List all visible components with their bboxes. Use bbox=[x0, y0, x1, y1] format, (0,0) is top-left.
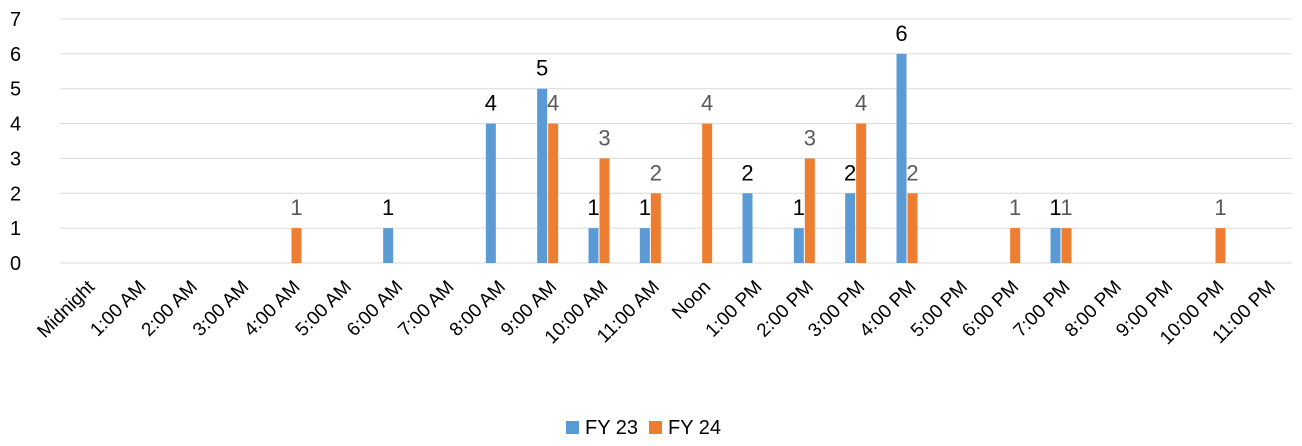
bar-fy-24 bbox=[1061, 228, 1072, 263]
legend-label: FY 23 bbox=[585, 417, 638, 439]
y-tick-label: 6 bbox=[10, 44, 21, 66]
data-label: 1 bbox=[1049, 195, 1061, 220]
gridlines bbox=[60, 18, 1292, 264]
y-tick-label: 1 bbox=[10, 218, 21, 240]
data-label: 3 bbox=[804, 125, 816, 150]
data-label: 1 bbox=[1009, 195, 1021, 220]
data-label: 4 bbox=[547, 91, 559, 116]
y-tick-label: 7 bbox=[10, 9, 21, 31]
x-tick-label: 3:00 AM bbox=[189, 277, 253, 341]
bar-fy-23 bbox=[485, 123, 496, 263]
legend-label: FY 24 bbox=[668, 417, 721, 439]
data-label: 1 bbox=[1060, 195, 1072, 220]
bar-fy-24 bbox=[650, 193, 661, 263]
y-tick-label: 4 bbox=[10, 114, 21, 136]
data-label: 2 bbox=[844, 160, 856, 185]
data-label: 4 bbox=[855, 91, 867, 116]
data-label: 5 bbox=[536, 56, 548, 81]
data-label: 6 bbox=[895, 21, 907, 46]
data-label: 2 bbox=[906, 160, 918, 185]
bar-fy-23 bbox=[639, 228, 650, 263]
bar-fy-24 bbox=[1010, 228, 1021, 263]
bar-fy-23 bbox=[383, 228, 394, 263]
y-tick-label: 3 bbox=[10, 148, 21, 170]
x-tick-label: Midnight bbox=[34, 276, 100, 342]
y-tick-label: 0 bbox=[10, 253, 21, 275]
bar-fy-24 bbox=[702, 123, 713, 263]
bar-fy-23 bbox=[588, 228, 599, 263]
legend-swatch bbox=[649, 421, 662, 434]
bar-fy-23 bbox=[537, 88, 548, 263]
x-tick-label: 4:00 AM bbox=[240, 277, 304, 341]
bar-fy-24 bbox=[548, 123, 559, 263]
bar-fy-24 bbox=[1215, 228, 1226, 263]
bar-fy-23 bbox=[1050, 228, 1061, 263]
bar-fy-23 bbox=[793, 228, 804, 263]
data-label: 4 bbox=[485, 91, 497, 116]
bar-fy-24 bbox=[804, 158, 815, 263]
x-tick-label: 5:00 AM bbox=[292, 277, 356, 341]
x-tick-label: Noon bbox=[668, 277, 715, 324]
x-tick-label: 7:00 AM bbox=[394, 277, 458, 341]
bar-fy-23 bbox=[845, 193, 856, 263]
legend: FY 23 FY 24 bbox=[566, 417, 721, 439]
y-tick-label: 2 bbox=[10, 183, 21, 205]
bar-fy-24 bbox=[291, 228, 302, 263]
data-label: 1 bbox=[1214, 195, 1226, 220]
data-label: 2 bbox=[650, 160, 662, 185]
x-tick-label: 6:00 AM bbox=[343, 277, 407, 341]
data-label: 2 bbox=[741, 160, 753, 185]
legend-swatch bbox=[566, 421, 579, 434]
data-label: 4 bbox=[701, 91, 713, 116]
bar-fy-23 bbox=[896, 53, 907, 263]
data-label: 1 bbox=[587, 195, 599, 220]
data-label: 1 bbox=[639, 195, 651, 220]
y-axis: 0 1 2 3 4 5 6 7 bbox=[10, 9, 21, 275]
x-tick-label: 8:00 AM bbox=[446, 277, 510, 341]
x-tick-label: 1:00 AM bbox=[86, 277, 150, 341]
x-tick-label: 2:00 AM bbox=[138, 277, 202, 341]
data-label: 3 bbox=[598, 125, 610, 150]
y-tick-label: 5 bbox=[10, 79, 21, 101]
data-label: 1 bbox=[793, 195, 805, 220]
bar-fy-23 bbox=[742, 193, 753, 263]
data-label: 1 bbox=[382, 195, 394, 220]
data-label: 1 bbox=[290, 195, 302, 220]
bar-fy-24 bbox=[907, 193, 918, 263]
bars bbox=[291, 53, 1226, 263]
bar-fy-24 bbox=[599, 158, 610, 263]
bar-fy-24 bbox=[856, 123, 867, 263]
